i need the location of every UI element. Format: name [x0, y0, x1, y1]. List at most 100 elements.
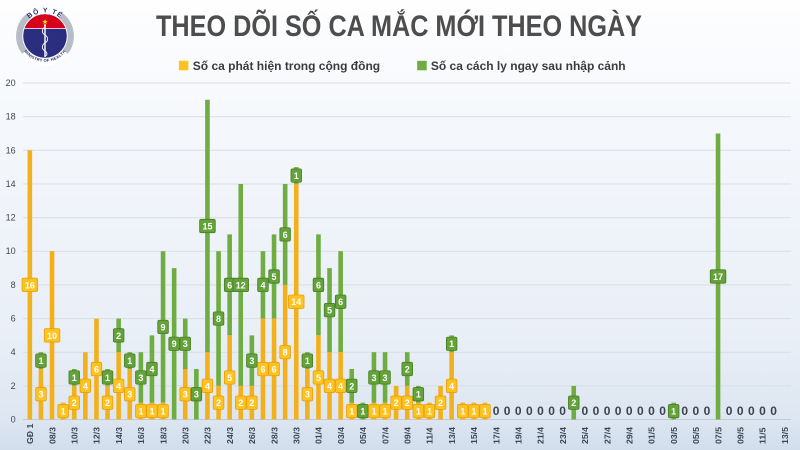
svg-text:10/3: 10/3: [69, 427, 79, 444]
svg-text:8: 8: [216, 314, 221, 324]
svg-text:0: 0: [548, 404, 555, 418]
svg-text:4: 4: [205, 381, 210, 391]
svg-text:20/3: 20/3: [180, 427, 190, 444]
svg-text:2: 2: [394, 398, 399, 408]
svg-text:2: 2: [116, 331, 121, 341]
svg-text:07/4: 07/4: [380, 427, 390, 444]
svg-text:0: 0: [659, 404, 666, 418]
svg-text:3: 3: [183, 339, 188, 349]
svg-text:1: 1: [161, 406, 166, 416]
svg-text:2: 2: [216, 398, 221, 408]
svg-text:0: 0: [648, 404, 655, 418]
svg-text:3: 3: [138, 373, 143, 383]
svg-text:24/3: 24/3: [225, 427, 235, 444]
svg-text:28/3: 28/3: [269, 427, 279, 444]
svg-text:0: 0: [626, 404, 633, 418]
svg-text:0: 0: [504, 404, 511, 418]
svg-text:2: 2: [349, 381, 354, 391]
svg-text:9: 9: [172, 339, 177, 349]
svg-text:16: 16: [25, 280, 35, 290]
svg-text:14/3: 14/3: [114, 427, 124, 444]
svg-text:0: 0: [759, 404, 766, 418]
svg-text:0: 0: [726, 404, 733, 418]
svg-text:1: 1: [127, 356, 132, 366]
svg-text:01/4: 01/4: [314, 427, 324, 444]
svg-text:3: 3: [127, 390, 132, 400]
svg-text:2: 2: [11, 381, 16, 391]
svg-text:1: 1: [482, 406, 487, 416]
svg-text:3: 3: [194, 390, 199, 400]
svg-text:25/4: 25/4: [580, 427, 590, 444]
svg-text:5: 5: [327, 306, 332, 316]
svg-text:2: 2: [105, 398, 110, 408]
svg-text:0: 0: [770, 404, 777, 418]
svg-text:05/5: 05/5: [691, 427, 701, 444]
svg-text:14: 14: [6, 179, 16, 189]
svg-text:1: 1: [105, 373, 110, 383]
svg-text:10: 10: [6, 246, 16, 256]
svg-text:09/5: 09/5: [735, 427, 745, 444]
svg-text:3: 3: [249, 356, 254, 366]
svg-text:6: 6: [227, 280, 232, 290]
svg-text:09/4: 09/4: [402, 427, 412, 444]
svg-text:16/3: 16/3: [136, 427, 146, 444]
svg-text:21/4: 21/4: [536, 427, 546, 444]
svg-text:14: 14: [291, 297, 301, 307]
svg-text:4: 4: [338, 381, 343, 391]
svg-text:0: 0: [537, 404, 544, 418]
svg-text:07/5: 07/5: [713, 427, 723, 444]
svg-text:15/4: 15/4: [469, 427, 479, 444]
svg-text:8: 8: [11, 280, 16, 290]
svg-text:3: 3: [305, 390, 310, 400]
svg-text:6: 6: [260, 364, 265, 374]
svg-text:20: 20: [6, 78, 16, 88]
svg-text:0: 0: [526, 404, 533, 418]
svg-text:0: 0: [681, 404, 688, 418]
svg-text:1: 1: [72, 373, 77, 383]
svg-text:12/3: 12/3: [92, 427, 102, 444]
svg-text:2: 2: [72, 398, 77, 408]
svg-text:11/4: 11/4: [425, 427, 435, 444]
svg-text:6: 6: [272, 364, 277, 374]
svg-text:3: 3: [38, 390, 43, 400]
svg-text:12: 12: [6, 213, 16, 223]
svg-text:1: 1: [449, 339, 454, 349]
svg-text:4: 4: [11, 347, 16, 357]
svg-text:THEO DÕI SỐ CA MẮC MỚI THEO NG: THEO DÕI SỐ CA MẮC MỚI THEO NGÀY: [156, 9, 642, 43]
svg-text:GĐ 1: GĐ 1: [25, 424, 35, 444]
svg-text:26/3: 26/3: [247, 427, 257, 444]
svg-text:11/5: 11/5: [758, 427, 768, 444]
svg-text:22/3: 22/3: [203, 427, 213, 444]
svg-text:2: 2: [405, 364, 410, 374]
svg-text:4: 4: [83, 381, 88, 391]
svg-text:0: 0: [748, 404, 755, 418]
svg-text:17: 17: [713, 272, 723, 282]
svg-text:5: 5: [272, 272, 277, 282]
svg-text:29/4: 29/4: [624, 427, 634, 444]
svg-text:18: 18: [6, 112, 16, 122]
svg-text:1: 1: [294, 171, 299, 181]
svg-text:0: 0: [637, 404, 644, 418]
svg-text:0: 0: [593, 404, 600, 418]
svg-text:6: 6: [316, 280, 321, 290]
svg-text:10: 10: [47, 331, 57, 341]
svg-text:18/3: 18/3: [158, 427, 168, 444]
svg-text:0: 0: [704, 404, 711, 418]
svg-text:5: 5: [316, 373, 321, 383]
svg-text:8: 8: [283, 348, 288, 358]
svg-text:9: 9: [161, 322, 166, 332]
svg-text:0: 0: [693, 404, 700, 418]
svg-text:1: 1: [38, 356, 43, 366]
svg-text:3: 3: [371, 373, 376, 383]
svg-text:Số ca cách ly ngay sau nhập cả: Số ca cách ly ngay sau nhập cảnh: [431, 59, 626, 73]
svg-text:2: 2: [249, 398, 254, 408]
svg-text:0: 0: [582, 404, 589, 418]
svg-text:1: 1: [671, 406, 676, 416]
svg-text:30/3: 30/3: [291, 427, 301, 444]
svg-text:0: 0: [604, 404, 611, 418]
svg-text:3: 3: [383, 373, 388, 383]
svg-text:6: 6: [94, 364, 99, 374]
svg-text:1: 1: [471, 406, 476, 416]
svg-text:03/5: 03/5: [669, 427, 679, 444]
svg-text:19/4: 19/4: [513, 427, 523, 444]
